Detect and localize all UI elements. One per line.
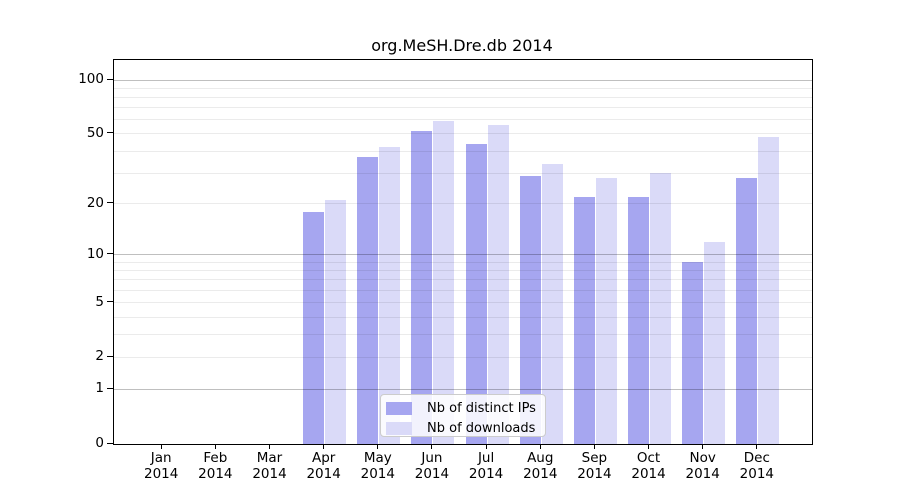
x-tick-label-jun: Jun 2014: [414, 450, 450, 482]
y-tick-label-100: 100: [78, 71, 104, 87]
x-tick-mark-aug: [539, 444, 541, 449]
gridline-minor-40: [114, 150, 812, 152]
y-tick-label-5: 5: [95, 293, 104, 310]
bar-downloads-sep: [595, 178, 617, 444]
bar-distinct-ips-sep: [573, 196, 595, 444]
legend-entry-distinct-ips: Nb of distinct IPs: [386, 400, 539, 417]
x-tick-mark-mar: [269, 444, 270, 449]
gridlines-layer: [114, 60, 812, 444]
x-tick-mark-oct: [648, 444, 650, 449]
gridline-minor-7: [114, 279, 812, 281]
gridline-minor-20: [114, 203, 812, 205]
gridline-major-10: [114, 254, 812, 256]
legend-label-downloads: Nb of downloads: [427, 421, 536, 436]
x-tick-label-may: May 2014: [360, 450, 395, 482]
y-tick-label-20: 20: [86, 194, 104, 211]
bar-distinct-ips-nov: [682, 262, 704, 444]
y-tick-mark-2: [107, 355, 113, 357]
y-tick-mark-100: [107, 78, 113, 80]
gridline-minor-2: [114, 356, 812, 358]
gridline-minor-30: [114, 172, 812, 174]
x-tick-label-feb: Feb 2014: [198, 450, 233, 482]
bar-distinct-ips-may: [357, 157, 379, 444]
x-tick-mark-sep: [593, 444, 595, 449]
bar-distinct-ips-jul: [465, 143, 487, 444]
x-tick-mark-jan: [160, 444, 162, 449]
chart-title: org.MeSH.Dre.db 2014: [371, 36, 553, 55]
x-tick-mark-jul: [485, 444, 487, 449]
y-tick-label-50: 50: [86, 124, 104, 141]
gridline-minor-90: [114, 87, 812, 89]
x-tick-mark-feb: [214, 444, 216, 449]
x-tick-label-jan: Jan 2014: [144, 450, 179, 482]
plot-area: Nb of distinct IPs Nb of downloads: [113, 59, 813, 445]
x-tick-label-oct: Oct 2014: [631, 450, 666, 482]
x-tick-mark-jun: [431, 444, 433, 449]
bar-downloads-jun: [433, 121, 455, 444]
bar-downloads-aug: [541, 163, 563, 444]
gridline-minor-5: [114, 302, 812, 304]
gridline-minor-8: [114, 270, 812, 272]
bar-downloads-nov: [704, 241, 726, 444]
x-tick-mark-dec: [756, 444, 758, 449]
gridline-major-1: [114, 388, 812, 390]
bar-downloads-apr: [325, 200, 347, 444]
gridline-major-100: [114, 79, 812, 81]
x-tick-mark-may: [377, 444, 379, 449]
x-tick-label-nov: Nov 2014: [685, 450, 720, 482]
y-tick-mark-1: [107, 387, 113, 389]
gridline-minor-6: [114, 290, 812, 292]
gridline-minor-4: [114, 316, 812, 318]
y-tick-mark-20: [107, 202, 113, 204]
bar-distinct-ips-aug: [519, 175, 541, 444]
bars-layer: [114, 60, 812, 444]
bar-distinct-ips-apr: [303, 211, 325, 444]
x-tick-label-mar: Mar 2014: [252, 450, 287, 482]
legend-swatch-distinct-ips-icon: [386, 402, 412, 415]
x-tick-mark-apr: [323, 444, 325, 449]
x-tick-label-sep: Sep 2014: [577, 450, 612, 482]
x-tick-label-apr: Apr 2014: [306, 450, 341, 482]
bar-downloads-may: [379, 147, 401, 444]
y-tick-mark-0: [107, 442, 113, 444]
legend-label-distinct-ips: Nb of distinct IPs: [427, 401, 536, 416]
bar-downloads-dec: [758, 137, 780, 444]
gridline-minor-70: [114, 107, 812, 109]
x-tick-label-jul: Jul 2014: [468, 450, 504, 482]
gridline-minor-50: [114, 133, 812, 135]
x-tick-label-dec: Dec 2014: [739, 450, 775, 482]
legend-entry-downloads: Nb of downloads: [386, 420, 539, 437]
x-tick-label-aug: Aug 2014: [523, 450, 558, 482]
gridline-minor-60: [114, 119, 812, 121]
legend-swatch-downloads-icon: [386, 422, 412, 435]
y-tick-label-10: 10: [86, 245, 104, 262]
y-tick-mark-5: [107, 301, 113, 303]
bar-downloads-jul: [487, 125, 509, 444]
bar-downloads-oct: [650, 173, 672, 444]
gridline-minor-80: [114, 96, 812, 98]
bar-distinct-ips-jun: [411, 130, 433, 444]
bar-distinct-ips-oct: [628, 196, 650, 444]
gridline-minor-9: [114, 261, 812, 263]
y-tick-mark-10: [107, 253, 113, 255]
legend: Nb of distinct IPs Nb of downloads: [380, 394, 546, 437]
y-tick-label-0: 0: [95, 435, 104, 451]
gridline-minor-3: [114, 334, 812, 336]
y-tick-mark-50: [107, 132, 113, 134]
y-tick-label-1: 1: [95, 380, 104, 397]
y-tick-label-2: 2: [95, 348, 104, 365]
bar-distinct-ips-dec: [736, 178, 758, 444]
x-tick-mark-nov: [702, 444, 704, 449]
